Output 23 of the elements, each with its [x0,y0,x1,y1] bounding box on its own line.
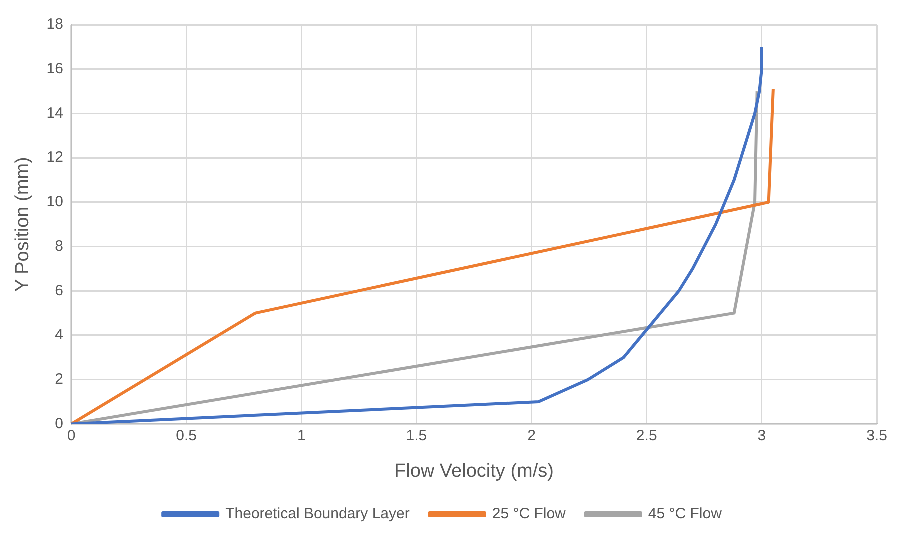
y-tick-label: 14 [46,104,64,122]
y-tick-label: 2 [55,370,64,388]
x-tick-label: 0.5 [176,427,197,444]
x-axis-title: Flow Velocity (m/s) [394,460,554,482]
x-tick-label: 1 [297,427,306,444]
y-tick-label: 18 [46,16,64,34]
y-tick-label: 10 [46,194,64,211]
legend-label: 45 °C Flow [648,506,722,523]
legend-label: Theoretical Boundary Layer [226,506,410,523]
y-tick-label: 4 [55,326,64,344]
y-tick-label: 6 [55,282,64,300]
y-tick-label: 16 [46,60,64,78]
x-tick-label: 3.5 [866,427,888,444]
x-tick-label: 2.5 [636,427,658,444]
y-tick-label: 0 [55,415,64,432]
y-tick-label: 8 [55,238,64,255]
x-tick-label: 0 [67,427,76,444]
x-tick-label: 3 [758,427,766,444]
x-tick-label: 1.5 [406,427,428,444]
legend-label: 25 °C Flow [492,506,566,523]
y-tick-label: 12 [46,149,64,166]
x-tick-label: 2 [528,427,536,444]
y-axis-title: Y Position (mm) [12,157,34,292]
